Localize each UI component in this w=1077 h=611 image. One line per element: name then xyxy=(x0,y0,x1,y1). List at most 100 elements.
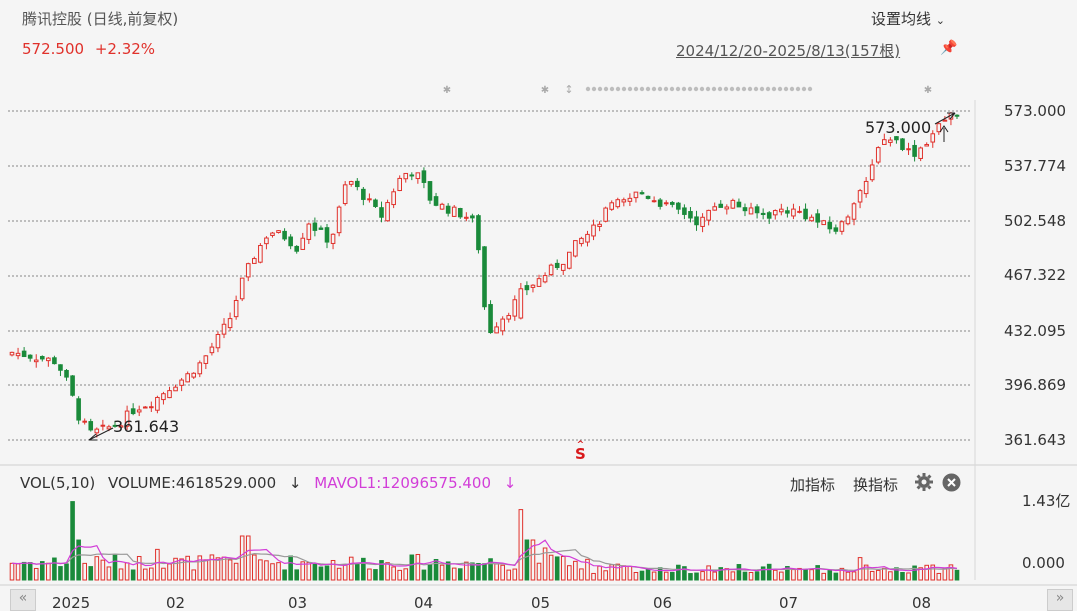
volume-bar xyxy=(669,571,675,581)
volume-bar xyxy=(603,570,608,581)
candle-body xyxy=(403,172,409,180)
date-range-link[interactable]: 2024/12/20-2025/8/13(157根) xyxy=(676,42,901,60)
candle-body xyxy=(688,211,693,219)
volume-bar xyxy=(354,563,360,581)
volume-bar xyxy=(912,565,917,581)
switch-indicator-button[interactable]: 换指标 xyxy=(853,476,899,494)
candle-body xyxy=(385,202,390,222)
volume-bar xyxy=(439,564,445,581)
candle-body xyxy=(857,190,863,203)
volume-bar xyxy=(645,568,651,581)
volume-bar xyxy=(627,565,633,581)
volume-bar xyxy=(221,556,227,581)
candle-body xyxy=(815,213,820,223)
candle-body xyxy=(239,277,245,300)
volume-bar xyxy=(215,557,221,581)
candle-body xyxy=(494,326,499,334)
event-dot xyxy=(633,86,639,92)
signal-marker[interactable]: ^ S xyxy=(575,440,586,463)
high-pointer-head xyxy=(947,112,956,120)
volume-bar xyxy=(833,572,839,581)
candle-body xyxy=(409,174,415,177)
candle-body xyxy=(760,212,766,216)
volume-bar xyxy=(391,566,396,581)
candle-body xyxy=(191,372,197,378)
candle-body xyxy=(155,396,160,411)
candle-body xyxy=(627,197,633,202)
down-arrow-icon: ↓ xyxy=(288,474,302,492)
event-dot xyxy=(783,86,789,92)
volume-bar xyxy=(839,567,845,581)
candle-body xyxy=(954,114,960,117)
date-tick: 03 xyxy=(288,594,308,611)
volume-bar xyxy=(161,567,166,581)
candle-body xyxy=(912,144,917,157)
candle-body xyxy=(724,206,730,210)
candle-body xyxy=(597,223,602,227)
volume-bar xyxy=(809,569,814,581)
volume-bar xyxy=(803,569,808,581)
volume-bar xyxy=(227,559,233,581)
volume-bar xyxy=(415,553,421,581)
candle-body xyxy=(197,362,203,375)
volume-bar xyxy=(118,568,124,581)
candle-body xyxy=(554,262,560,269)
event-dot xyxy=(615,86,621,92)
date-tick: 08 xyxy=(912,594,932,611)
date-tick: 02 xyxy=(166,594,186,611)
candle-body xyxy=(203,355,209,364)
event-dot xyxy=(627,86,633,92)
gear-icon[interactable] xyxy=(914,472,934,496)
candle-body xyxy=(573,240,578,257)
volume-bar xyxy=(536,562,542,581)
volume-bar xyxy=(276,562,281,581)
event-dot xyxy=(777,86,783,92)
ma-settings-button[interactable]: 设置均线 ⌄ xyxy=(871,8,945,29)
volume-bar xyxy=(506,569,512,581)
volume-bar xyxy=(712,571,717,581)
volume-bar xyxy=(457,568,463,581)
volume-indicator-name[interactable]: VOL(5,10) xyxy=(20,474,96,492)
volume-bar xyxy=(336,567,342,581)
pin-icon[interactable]: 📌 xyxy=(940,40,958,56)
event-dot xyxy=(759,86,765,92)
volume-bar xyxy=(361,557,366,581)
candle-body xyxy=(415,172,421,180)
candle-body xyxy=(142,406,148,409)
volume-bar xyxy=(421,569,427,581)
candle-body xyxy=(27,354,33,359)
candle-body xyxy=(827,221,833,230)
candle-body xyxy=(918,147,923,159)
candle-body xyxy=(451,206,457,217)
candle-body xyxy=(439,203,445,210)
date-tick: 2025 xyxy=(52,594,91,611)
scroll-right-button[interactable]: » xyxy=(1047,589,1073,611)
event-dot xyxy=(717,86,723,92)
volume-bar xyxy=(130,569,136,581)
candle-body xyxy=(76,398,81,421)
candle-body xyxy=(869,164,875,181)
volume-bar xyxy=(657,567,663,581)
candle-body xyxy=(839,221,845,232)
add-indicator-button[interactable]: 加指标 xyxy=(790,476,836,494)
candle-body xyxy=(312,222,318,231)
candle-body xyxy=(245,263,251,278)
candle-body xyxy=(185,373,190,383)
candle-body xyxy=(591,224,596,237)
event-dot xyxy=(801,86,807,92)
volume-bar xyxy=(494,563,499,581)
candle-body xyxy=(633,191,639,199)
candle-body xyxy=(476,215,481,251)
candle-body xyxy=(900,138,905,150)
candle-body xyxy=(33,359,39,363)
close-icon[interactable] xyxy=(942,473,961,496)
volume-bar xyxy=(88,566,94,581)
candle-body xyxy=(833,227,839,232)
candle-body xyxy=(270,232,275,236)
marker-line-head xyxy=(939,125,949,133)
scroll-left-button[interactable]: « xyxy=(10,589,36,611)
volume-bar xyxy=(330,559,336,581)
candle-body xyxy=(227,318,233,329)
low-pointer-head xyxy=(88,433,97,441)
